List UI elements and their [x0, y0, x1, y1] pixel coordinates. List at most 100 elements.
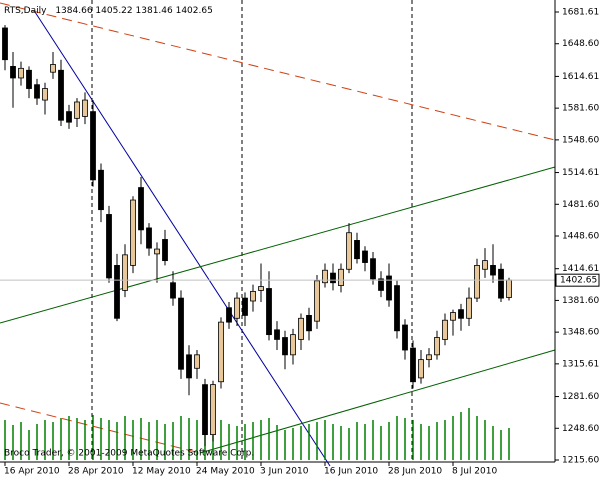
candle-body [490, 265, 496, 276]
y-tick-label: 1581.60 [562, 104, 599, 114]
candle-body [74, 101, 80, 119]
x-tick-label: 8 Jul 2010 [452, 467, 497, 477]
y-tick-label: 1281.60 [562, 392, 599, 402]
x-tick-label: 16 Jun 2010 [324, 467, 378, 477]
y-tick-label: 1348.60 [562, 328, 599, 338]
trend-line [34, 11, 331, 467]
open: 1384.66 [55, 6, 92, 16]
candle-body [450, 312, 456, 321]
candle-body [458, 309, 464, 319]
candle-body [26, 69, 32, 89]
x-tick-label: 12 May 2010 [132, 467, 191, 477]
channel-line [199, 349, 556, 454]
candle-body [90, 111, 96, 181]
candle-body [50, 64, 56, 73]
candle-body [34, 84, 40, 99]
candle-body [474, 265, 480, 299]
candle-body [66, 111, 72, 123]
candle-body [178, 297, 184, 370]
close: 1402.65 [176, 6, 213, 16]
candle-body [290, 334, 296, 356]
candle-body [138, 187, 144, 231]
candle-body [106, 214, 112, 279]
candle-body [234, 297, 240, 319]
candle-body [194, 354, 200, 369]
candle-body [506, 279, 512, 298]
candle-body [18, 67, 24, 79]
copyright: Broco Trader, © 2001-2009 MetaQuotes Sof… [4, 449, 254, 459]
candle-body [122, 254, 128, 291]
candle-body [226, 307, 232, 323]
candle-body [242, 297, 248, 316]
candle-body [250, 290, 256, 302]
candle-body [346, 232, 352, 270]
candle-body [154, 248, 160, 255]
candle-body [10, 66, 16, 79]
x-tick-label: 16 Apr 2010 [4, 467, 60, 477]
candle-body [114, 265, 120, 319]
marks [0, 25, 555, 460]
candle-body [2, 27, 8, 61]
candle-body [482, 260, 488, 270]
high: 1405.22 [95, 6, 132, 16]
y-tick-label: 1514.61 [562, 168, 599, 178]
channel-line [0, 166, 556, 324]
y-tick-label: 1481.60 [562, 200, 599, 210]
chart-title: RTS,Daily 1384.66 1405.22 1381.46 1402.6… [4, 6, 213, 16]
candle-body [210, 384, 216, 436]
candle-body [442, 319, 448, 340]
candle-body [434, 337, 440, 356]
candle-body [146, 227, 152, 249]
candle-body [82, 99, 88, 117]
y-tick-label: 1215.60 [562, 456, 599, 466]
y-tick-label: 1381.60 [562, 296, 599, 306]
candle-body [314, 280, 320, 322]
candle-body [218, 321, 224, 383]
current-price-label: 1402.65 [560, 276, 597, 286]
candle-body [426, 354, 432, 361]
x-tick-label: 3 Jun 2010 [260, 467, 309, 477]
candle-body [42, 88, 48, 101]
candle-body [266, 288, 272, 336]
candle-body [306, 315, 312, 332]
candle-body [298, 317, 304, 340]
period-separators [91, 0, 413, 462]
y-tick-label: 1681.61 [562, 8, 599, 18]
candle-body [354, 240, 360, 260]
candle-body [58, 69, 64, 121]
symbol: RTS,Daily [4, 6, 47, 16]
candle-body [370, 258, 376, 280]
y-tick-label: 1648.60 [562, 39, 599, 49]
y-tick-label: 1414.61 [562, 264, 599, 274]
y-tick-label: 1614.61 [562, 72, 599, 82]
candle-body [498, 268, 504, 299]
candle-body [258, 286, 264, 291]
candle-body [330, 272, 336, 284]
candle-body [386, 275, 392, 301]
candle-body [466, 297, 472, 319]
candle-body [338, 268, 344, 287]
current-price-box [555, 273, 600, 287]
x-tick-label: 24 May 2010 [196, 467, 255, 477]
candle-body [186, 354, 192, 379]
x-tick-label: 28 Apr 2010 [68, 467, 124, 477]
candle-body [402, 324, 408, 351]
y-tick-label: 1448.60 [562, 232, 599, 242]
y-tick-label: 1548.60 [562, 135, 599, 145]
x-tick-label: 28 Jun 2010 [388, 467, 442, 477]
channel-line [0, 402, 201, 454]
candle-body [98, 169, 104, 211]
candle-body [202, 384, 208, 436]
candle-body [378, 278, 384, 291]
candle-body [394, 285, 400, 332]
candle-body [162, 239, 168, 262]
low: 1381.46 [136, 6, 173, 16]
candle-body [418, 359, 424, 379]
candle-body [170, 282, 176, 299]
candle-body [410, 347, 416, 383]
candle-body [274, 329, 280, 340]
y-tick-label: 1315.61 [562, 359, 599, 369]
candle-body [130, 199, 136, 266]
